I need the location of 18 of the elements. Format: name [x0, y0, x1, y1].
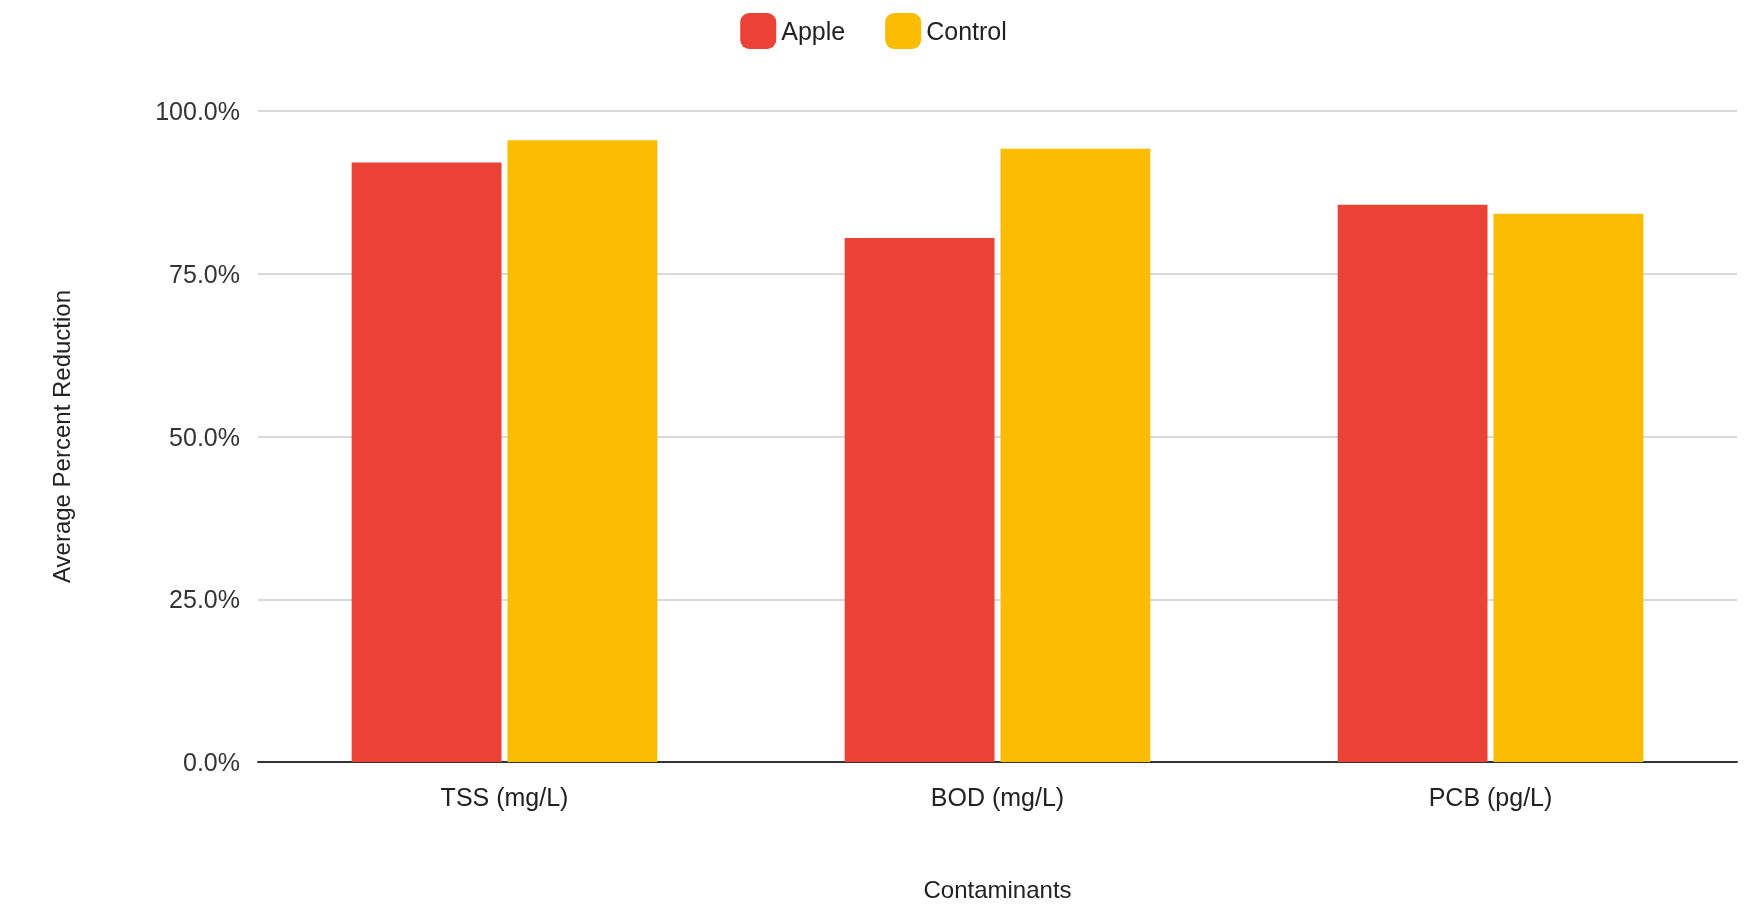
y-tick-label: 25.0%: [169, 585, 240, 614]
bar: [1493, 213, 1644, 762]
y-tick-label: 50.0%: [169, 422, 240, 451]
bar: [507, 140, 658, 762]
legend-label: Control: [926, 17, 1007, 45]
x-tick-label: TSS (mg/L): [440, 782, 569, 811]
y-axis-title: Average Percent Reduction: [47, 289, 75, 584]
y-tick-label: 0.0%: [183, 748, 240, 776]
bar: [351, 162, 502, 762]
y-tick-label: 100.0%: [155, 97, 240, 125]
bar: [844, 237, 995, 762]
x-axis-title: Contaminants: [923, 875, 1072, 903]
bar: [1000, 148, 1151, 762]
y-tick-label: 75.0%: [169, 259, 240, 288]
bar: [1337, 204, 1488, 762]
x-tick-label: PCB (pg/L): [1428, 782, 1553, 811]
legend-label: Apple: [781, 17, 846, 45]
x-tick-label: BOD (mg/L): [930, 782, 1065, 811]
